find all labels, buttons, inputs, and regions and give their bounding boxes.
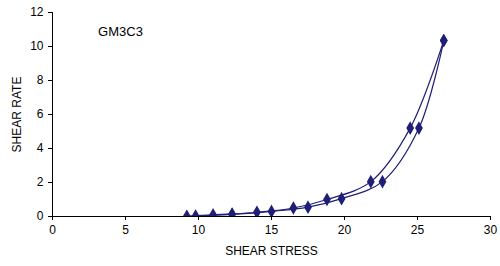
svg-text:20: 20 [338,223,352,237]
svg-text:12: 12 [30,5,44,19]
svg-text:0: 0 [49,223,56,237]
svg-text:0: 0 [37,209,44,223]
svg-text:4: 4 [37,141,44,155]
svg-text:SHEAR STRESS: SHEAR STRESS [225,244,318,258]
svg-text:SHEAR RATE: SHEAR RATE [10,77,24,153]
svg-text:2: 2 [37,175,44,189]
svg-text:8: 8 [37,73,44,87]
svg-text:5: 5 [122,223,129,237]
svg-text:6: 6 [37,107,44,121]
svg-text:10: 10 [30,39,44,53]
svg-text:25: 25 [411,223,425,237]
svg-text:30: 30 [484,223,498,237]
svg-text:15: 15 [265,223,279,237]
svg-text:GM3C3: GM3C3 [98,24,143,39]
svg-text:10: 10 [192,223,206,237]
